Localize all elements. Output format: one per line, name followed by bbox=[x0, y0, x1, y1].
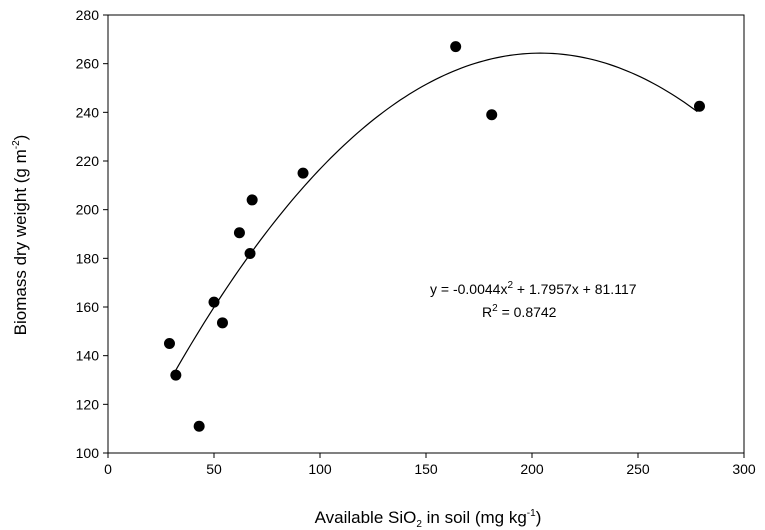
data-point bbox=[170, 369, 182, 381]
fit-layer bbox=[173, 52, 698, 375]
y-tick-label: 140 bbox=[76, 348, 100, 364]
y-tick-label: 200 bbox=[76, 202, 100, 218]
fit-equation-rest: + 1.7957x + 81.117 bbox=[513, 281, 637, 297]
y-axis-title: Biomass dry weight (g m-2) bbox=[11, 135, 30, 336]
data-point bbox=[233, 227, 245, 239]
data-point bbox=[193, 420, 205, 432]
x-axis-title-end: ) bbox=[536, 508, 542, 527]
data-point bbox=[693, 100, 705, 112]
data-point bbox=[486, 109, 498, 121]
fit-equation: y = -0.0044x2 + 1.7957x + 81.117 bbox=[430, 280, 637, 297]
x-axis-title: Available SiO2 in soil (mg kg-1) bbox=[315, 508, 542, 530]
x-tick-label: 100 bbox=[308, 461, 332, 477]
y-tick-label: 100 bbox=[76, 445, 100, 461]
data-point bbox=[163, 338, 175, 349]
y-tick-label: 160 bbox=[76, 299, 100, 315]
x-tick-label: 0 bbox=[104, 461, 112, 477]
y-tick-label: 120 bbox=[76, 396, 100, 412]
x-tick-label: 50 bbox=[206, 461, 222, 477]
fit-equation-main: y = -0.0044x bbox=[430, 281, 507, 297]
y-tick-label: 280 bbox=[76, 7, 100, 23]
data-point bbox=[216, 317, 228, 329]
x-tick-label: 150 bbox=[414, 461, 438, 477]
y-tick-label: 180 bbox=[76, 250, 100, 266]
data-point bbox=[297, 167, 309, 179]
data-point bbox=[450, 41, 462, 53]
r-squared-label: R2 = 0.8742 bbox=[482, 303, 557, 320]
x-tick-label: 200 bbox=[520, 461, 544, 477]
ticks-layer: 0 50 100 150 200 250 300 100 120 140 160 180 200 220 2… bbox=[76, 7, 756, 477]
y-tick-label: 220 bbox=[76, 153, 100, 169]
x-tick-label: 250 bbox=[626, 461, 650, 477]
r-squared-value: = 0.8742 bbox=[498, 304, 557, 320]
y-tick-label: 240 bbox=[76, 104, 100, 120]
x-tick-label: 300 bbox=[732, 461, 756, 477]
r-squared-exponent: 2 bbox=[492, 303, 498, 314]
y-axis-title-superscript: -2 bbox=[11, 140, 22, 149]
y-axis-title-end: ) bbox=[11, 135, 30, 141]
x-axis-title-middle: in soil (mg kg bbox=[422, 508, 527, 527]
r-squared-symbol: R bbox=[482, 304, 492, 320]
points-layer bbox=[163, 41, 705, 432]
x-axis-title-superscript: -1 bbox=[527, 508, 536, 519]
x-axis-title-subscript: 2 bbox=[416, 519, 422, 530]
y-tick-label: 260 bbox=[76, 56, 100, 72]
x-axis-title-main: Available SiO bbox=[315, 508, 417, 527]
data-point bbox=[246, 194, 258, 206]
data-point bbox=[208, 296, 220, 308]
regression-curve bbox=[173, 52, 698, 375]
y-axis-title-main: Biomass dry weight (g m bbox=[11, 149, 30, 335]
fit-equation-exponent: 2 bbox=[507, 280, 513, 291]
data-point bbox=[244, 247, 256, 259]
